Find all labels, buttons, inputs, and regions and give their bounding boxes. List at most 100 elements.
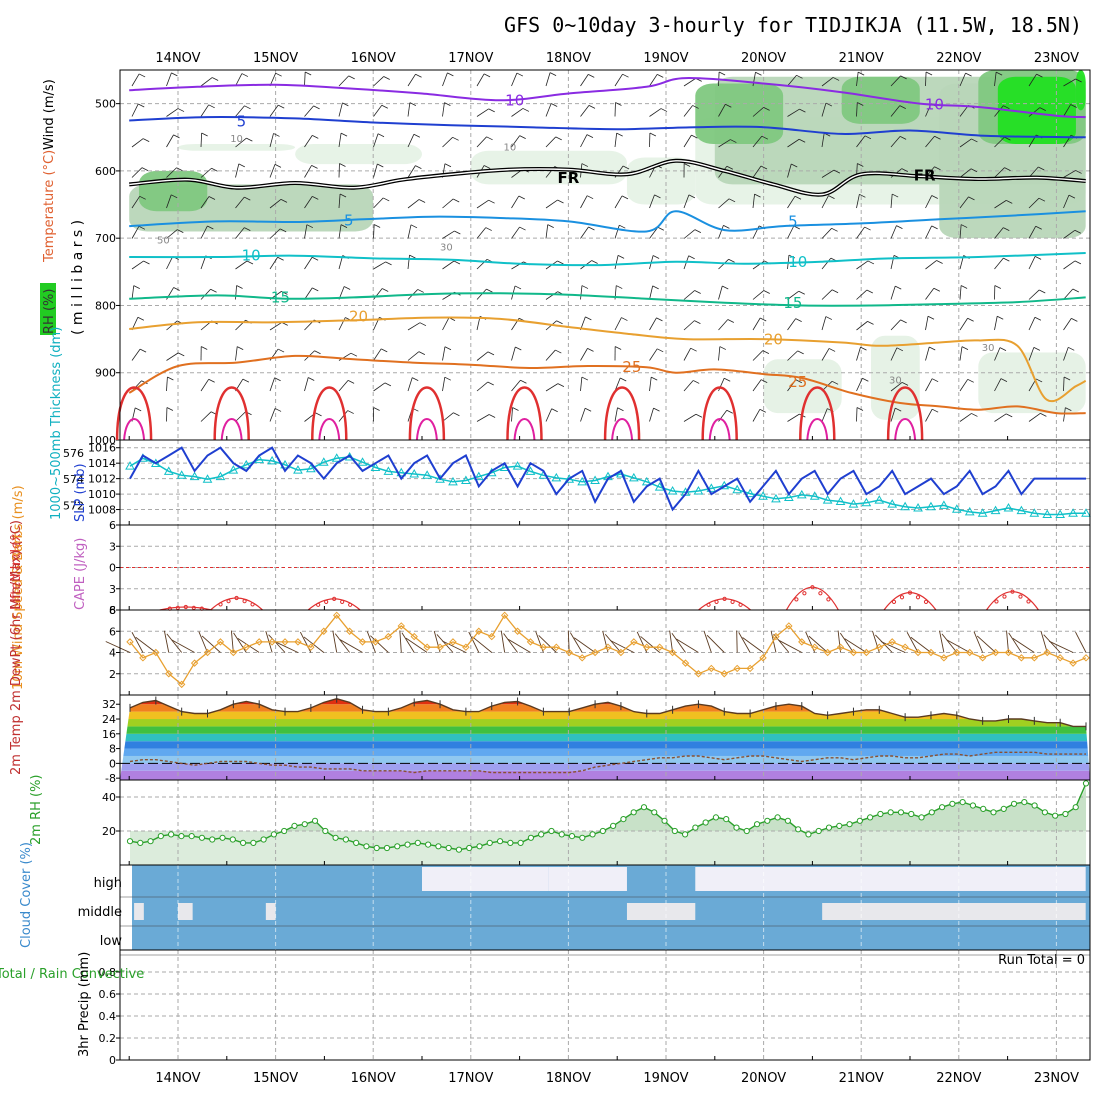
wind-barb: [787, 379, 797, 392]
wind-barb: [890, 286, 896, 300]
slp-thickness-panel: 1008 1010 1012 1014 1016 572 574 576: [63, 439, 1091, 526]
wind-barb-flag: [960, 224, 968, 228]
temp-band: [120, 726, 1090, 734]
wind-barb: [718, 346, 721, 361]
thickness-marker: [874, 495, 885, 504]
top-day-label: 18NOV: [546, 51, 591, 66]
wind-barb-flag: [967, 378, 974, 383]
rh-marker: [1052, 812, 1059, 819]
wind-barb-flag: [831, 380, 839, 385]
rh-marker: [671, 827, 678, 835]
wind-barb: [511, 346, 516, 361]
lifted-index-marker: [183, 604, 188, 610]
wind-barb-flag: [177, 108, 185, 112]
contour-label: 15: [783, 294, 802, 312]
surface-wind-barb: [237, 637, 260, 653]
wind-barb-flag: [654, 194, 661, 199]
rh-marker: [846, 821, 853, 828]
wind-barb-flag: [1003, 257, 1010, 262]
wind-barb: [373, 133, 379, 148]
rh-marker: [147, 838, 154, 845]
top-day-label: 14NOV: [155, 51, 200, 66]
bottom-day-label: 22NOV: [936, 1071, 981, 1086]
wind-barb-flag: [1033, 347, 1041, 351]
wind-barb-flag: [340, 132, 348, 137]
surface-wind-barb: [676, 638, 699, 653]
rh-marker: [353, 839, 360, 847]
thickness-marker: [990, 505, 1001, 515]
wind-barb-flag: [971, 413, 978, 417]
wind-barb: [994, 105, 1004, 117]
rh-marker: [1000, 805, 1007, 813]
wind-barb-flag: [143, 138, 150, 142]
surface-wind-barb: [1040, 630, 1048, 653]
wind-barb-flag: [519, 135, 526, 140]
wind-barb-flag: [728, 198, 736, 203]
wind-barb: [131, 167, 143, 178]
wind-barb-flag: [616, 132, 623, 137]
wind-barb-flag: [652, 255, 660, 259]
wind-barb: [338, 102, 343, 117]
wind-barb: [269, 408, 276, 422]
wind-barb-flag: [795, 318, 802, 322]
wind-barb-flag: [584, 407, 592, 412]
rh-contour-label: 30: [440, 242, 453, 253]
wind-barb-flag: [1040, 412, 1047, 417]
wind-barb-flag: [970, 168, 978, 173]
wind-barb: [304, 105, 314, 117]
wind-barb-flag: [591, 260, 598, 264]
hot-cell-contour: [408, 386, 446, 441]
wind-barb: [718, 225, 724, 239]
thickness-marker: [822, 495, 833, 504]
surface-wind-barb: [500, 630, 506, 653]
wind-barb: [821, 77, 834, 87]
li-tick-label: 6: [109, 604, 116, 617]
rh-marker: [774, 814, 781, 821]
wind-barb: [718, 285, 723, 300]
temperature-contour: [129, 210, 1086, 233]
wind-barb-flag: [207, 225, 214, 230]
precip-outer-label: Total / Rain Convective: [0, 967, 144, 982]
surface-wind-barb: [1008, 632, 1022, 653]
wind-barb: [1028, 317, 1036, 331]
bottom-day-label: 16NOV: [351, 1071, 396, 1086]
rh-marker: [805, 831, 812, 838]
lifted-index-marker: [175, 605, 180, 610]
rh-marker: [188, 833, 195, 840]
rh-marker: [435, 843, 442, 850]
lifted-index-marker: [250, 602, 255, 607]
rh-marker: [281, 827, 288, 835]
wind-barb-flag: [695, 413, 703, 418]
wind-barb: [821, 348, 830, 361]
wind-speed-marker: [552, 643, 561, 651]
rh-marker: [928, 809, 935, 816]
wind-barb-flag: [825, 102, 833, 107]
rh-contour-label: 10: [503, 143, 516, 154]
wind-barb-flag: [347, 410, 354, 414]
wind-barb: [994, 200, 1007, 209]
thickness-marker: [732, 484, 743, 494]
wind-barb-flag: [418, 351, 426, 355]
y-tick-label: 600: [95, 165, 116, 178]
wind-barb: [304, 165, 312, 178]
wind-barb: [442, 137, 453, 148]
thickness-tick-label: 574: [63, 473, 84, 486]
surface-wind-barb: [105, 641, 131, 653]
wind-barb-flag: [760, 317, 767, 322]
bottom-day-label: 19NOV: [643, 1071, 688, 1086]
wind-barb-flag: [1000, 378, 1008, 382]
wind-barb: [511, 195, 520, 209]
wind-barb: [235, 227, 245, 239]
lifted-index-marker: [907, 590, 913, 595]
wind-barb-flag: [899, 105, 906, 109]
wind-barb-flag: [557, 199, 564, 204]
thickness-marker: [796, 489, 807, 499]
rh-marker: [342, 836, 349, 843]
temp-band: [120, 741, 1090, 749]
wind-barb-flag: [899, 136, 907, 140]
wind-speed-marker: [733, 664, 741, 673]
contour-label: 5: [788, 213, 798, 231]
wind-tick-label: 4: [109, 647, 116, 660]
wind-barb: [545, 291, 558, 300]
